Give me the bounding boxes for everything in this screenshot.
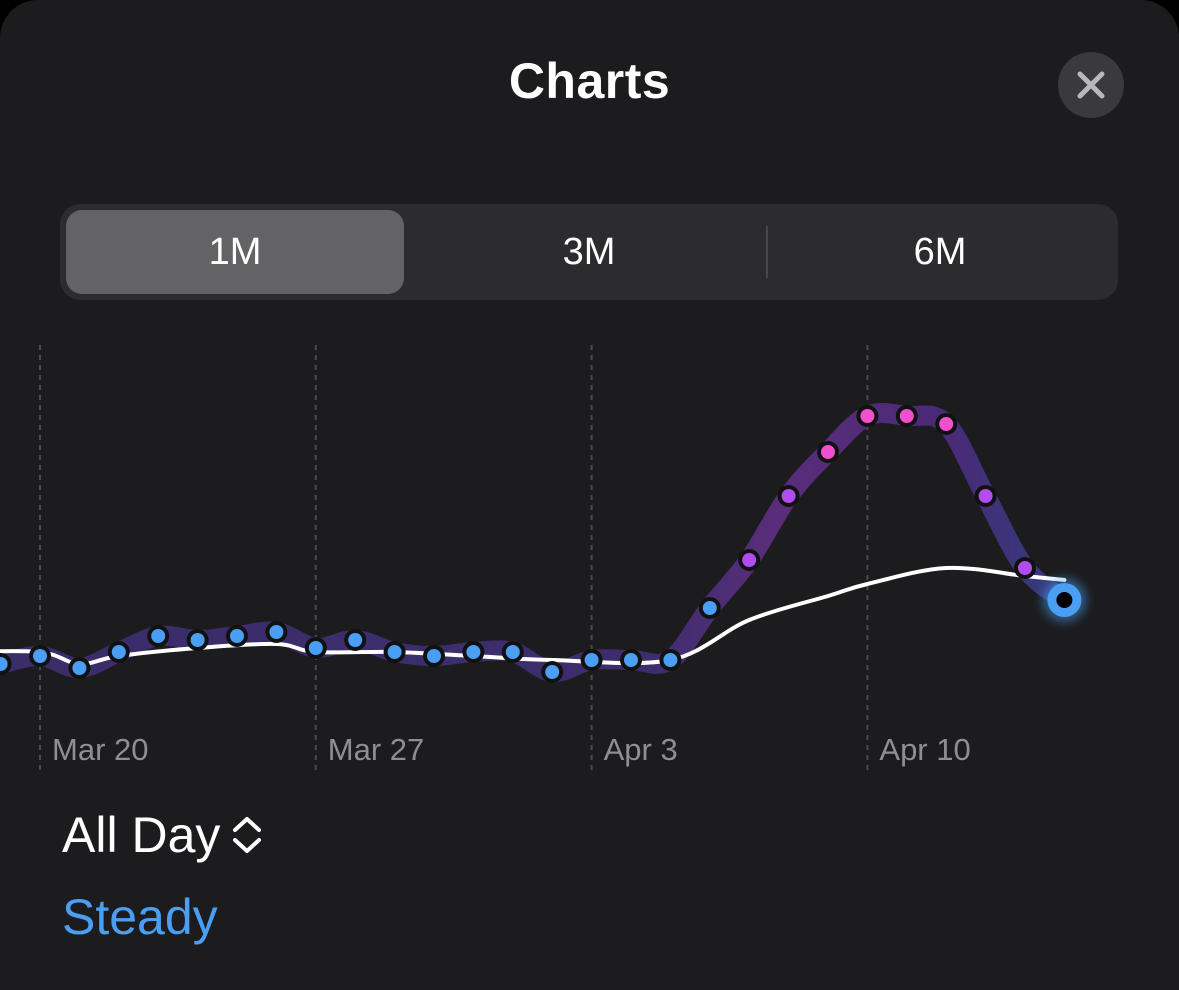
segment-3m[interactable]: 3M	[562, 230, 616, 273]
chevron-up-down-icon	[233, 817, 262, 853]
data-point[interactable]	[111, 645, 126, 659]
data-point[interactable]	[190, 633, 205, 647]
data-point[interactable]	[269, 625, 284, 639]
data-point[interactable]	[0, 657, 8, 671]
x-tick-label: Mar 20	[52, 732, 148, 767]
segment-6m[interactable]: 6M	[913, 230, 967, 273]
data-point[interactable]	[387, 645, 402, 659]
x-tick-label: Mar 27	[328, 732, 424, 767]
data-point[interactable]	[742, 553, 757, 567]
page-title: Charts	[508, 53, 671, 109]
x-tick-label: Apr 10	[879, 732, 970, 767]
data-point[interactable]	[151, 629, 166, 643]
close-button[interactable]	[1058, 52, 1124, 118]
data-point[interactable]	[939, 417, 954, 431]
data-point[interactable]	[978, 489, 993, 503]
trend-status: Steady	[62, 889, 218, 945]
data-point[interactable]	[702, 601, 717, 615]
selected-point-center	[1056, 592, 1073, 608]
trend-chart[interactable]: Mar 20 Mar 27 Apr 3 Apr 10	[0, 330, 1179, 780]
data-point[interactable]	[230, 629, 244, 643]
data-point[interactable]	[624, 653, 638, 667]
data-point[interactable]	[545, 665, 560, 679]
baseline-line	[0, 565, 1067, 667]
data-point[interactable]	[466, 645, 481, 659]
data-point[interactable]	[781, 489, 796, 503]
x-tick-label: Apr 3	[604, 732, 678, 767]
segment-divider	[766, 226, 768, 278]
segment-1m[interactable]: 1M	[66, 210, 404, 294]
data-point[interactable]	[427, 649, 441, 663]
time-range-segmented-control: 1M 3M 6M	[60, 204, 1118, 300]
data-point[interactable]	[1018, 561, 1032, 575]
period-picker-label: All Day	[62, 807, 221, 863]
data-point[interactable]	[663, 653, 678, 667]
data-point[interactable]	[899, 409, 914, 423]
period-picker[interactable]: All Day	[62, 806, 264, 864]
data-point[interactable]	[348, 633, 363, 647]
data-point[interactable]	[860, 409, 875, 423]
data-point[interactable]	[33, 649, 47, 663]
data-point[interactable]	[72, 661, 87, 675]
data-point[interactable]	[821, 445, 835, 459]
data-point[interactable]	[505, 645, 520, 659]
close-icon	[1077, 71, 1105, 99]
data-point[interactable]	[584, 653, 599, 667]
data-point[interactable]	[308, 641, 323, 655]
